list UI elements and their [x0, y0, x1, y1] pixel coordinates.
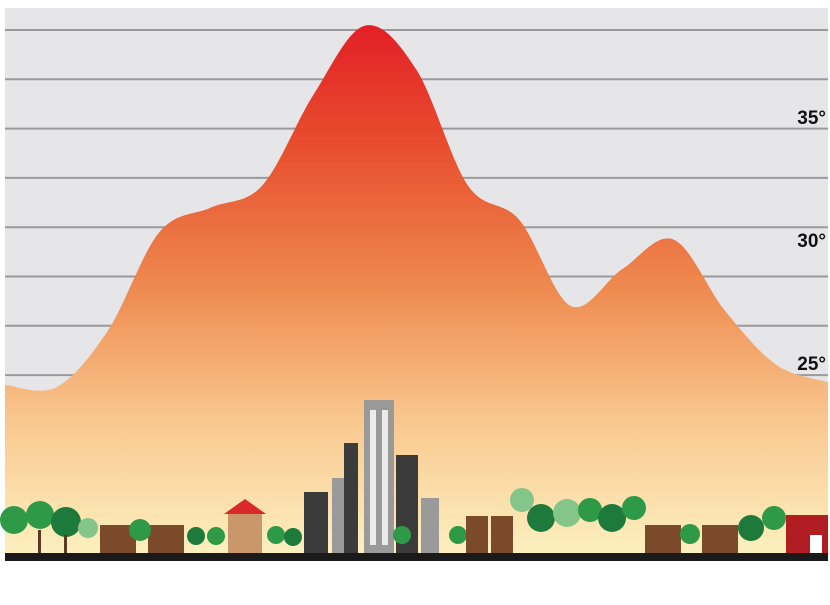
y-tick-label: 35°: [797, 108, 826, 129]
y-tick-label: 25°: [797, 354, 826, 375]
ground: [5, 553, 828, 561]
temperature-area: [5, 25, 828, 555]
skyline: [0, 400, 828, 555]
plot: 35° 30° 25°: [5, 25, 828, 555]
y-tick-label: 30°: [797, 231, 826, 252]
